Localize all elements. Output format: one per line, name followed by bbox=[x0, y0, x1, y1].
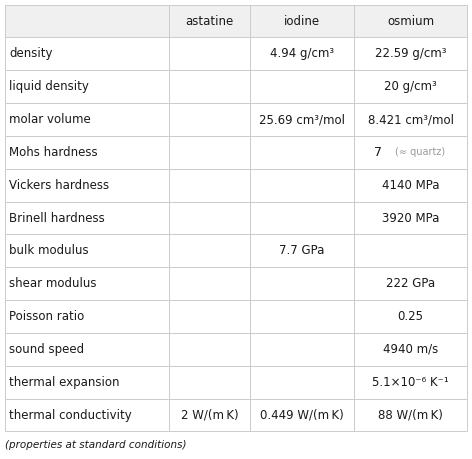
Bar bbox=[354, 38, 467, 70]
Bar bbox=[250, 366, 354, 398]
Text: 20 g/cm³: 20 g/cm³ bbox=[384, 80, 437, 93]
Text: 2 W/(m K): 2 W/(m K) bbox=[181, 409, 238, 421]
Bar bbox=[250, 103, 354, 136]
Text: thermal conductivity: thermal conductivity bbox=[9, 409, 132, 421]
Bar bbox=[169, 5, 250, 38]
Bar bbox=[354, 136, 467, 169]
Bar bbox=[5, 70, 169, 103]
Text: 0.25: 0.25 bbox=[397, 310, 423, 323]
Text: density: density bbox=[9, 47, 53, 60]
Bar bbox=[250, 300, 354, 333]
Bar bbox=[354, 235, 467, 267]
Bar bbox=[169, 333, 250, 366]
Text: 88 W/(m K): 88 W/(m K) bbox=[378, 409, 443, 421]
Bar bbox=[169, 300, 250, 333]
Bar bbox=[250, 202, 354, 235]
Text: 5.1×10⁻⁶ K⁻¹: 5.1×10⁻⁶ K⁻¹ bbox=[372, 376, 449, 389]
Bar bbox=[169, 235, 250, 267]
Text: osmium: osmium bbox=[387, 15, 434, 28]
Bar bbox=[169, 202, 250, 235]
Text: shear modulus: shear modulus bbox=[9, 277, 97, 290]
Bar bbox=[5, 103, 169, 136]
Bar bbox=[354, 267, 467, 300]
Text: 25.69 cm³/mol: 25.69 cm³/mol bbox=[259, 113, 345, 126]
Text: 3920 MPa: 3920 MPa bbox=[382, 212, 439, 224]
Bar bbox=[250, 333, 354, 366]
Bar bbox=[5, 202, 169, 235]
Bar bbox=[354, 300, 467, 333]
Text: iodine: iodine bbox=[284, 15, 320, 28]
Bar bbox=[169, 136, 250, 169]
Bar bbox=[5, 333, 169, 366]
Bar bbox=[354, 333, 467, 366]
Text: Brinell hardness: Brinell hardness bbox=[9, 212, 105, 224]
Bar bbox=[169, 103, 250, 136]
Text: 222 GPa: 222 GPa bbox=[386, 277, 435, 290]
Text: astatine: astatine bbox=[185, 15, 234, 28]
Text: 0.449 W/(m K): 0.449 W/(m K) bbox=[260, 409, 344, 421]
Bar bbox=[5, 398, 169, 431]
Bar bbox=[5, 169, 169, 202]
Text: 22.59 g/cm³: 22.59 g/cm³ bbox=[375, 47, 447, 60]
Bar bbox=[354, 169, 467, 202]
Text: Vickers hardness: Vickers hardness bbox=[9, 179, 110, 192]
Bar bbox=[169, 70, 250, 103]
Bar bbox=[354, 398, 467, 431]
Text: 4.94 g/cm³: 4.94 g/cm³ bbox=[270, 47, 334, 60]
Text: liquid density: liquid density bbox=[9, 80, 89, 93]
Bar bbox=[169, 38, 250, 70]
Text: 8.421 cm³/mol: 8.421 cm³/mol bbox=[368, 113, 454, 126]
Bar bbox=[5, 235, 169, 267]
Bar bbox=[5, 366, 169, 398]
Text: sound speed: sound speed bbox=[9, 343, 84, 356]
Text: Poisson ratio: Poisson ratio bbox=[9, 310, 84, 323]
Bar bbox=[5, 136, 169, 169]
Bar bbox=[169, 267, 250, 300]
Bar bbox=[250, 70, 354, 103]
Bar bbox=[250, 267, 354, 300]
Text: (properties at standard conditions): (properties at standard conditions) bbox=[5, 440, 186, 450]
Text: thermal expansion: thermal expansion bbox=[9, 376, 120, 389]
Text: 7: 7 bbox=[374, 146, 382, 159]
Bar bbox=[354, 5, 467, 38]
Text: 4940 m/s: 4940 m/s bbox=[383, 343, 438, 356]
Bar bbox=[354, 70, 467, 103]
Text: Mohs hardness: Mohs hardness bbox=[9, 146, 98, 159]
Bar bbox=[169, 366, 250, 398]
Bar bbox=[250, 5, 354, 38]
Bar bbox=[5, 38, 169, 70]
Bar bbox=[354, 202, 467, 235]
Bar bbox=[354, 366, 467, 398]
Text: 4140 MPa: 4140 MPa bbox=[382, 179, 439, 192]
Bar bbox=[250, 169, 354, 202]
Bar bbox=[250, 235, 354, 267]
Bar bbox=[250, 136, 354, 169]
Bar bbox=[5, 5, 169, 38]
Bar bbox=[5, 267, 169, 300]
Bar bbox=[250, 38, 354, 70]
Bar bbox=[250, 398, 354, 431]
Bar bbox=[354, 103, 467, 136]
Text: molar volume: molar volume bbox=[9, 113, 91, 126]
Bar bbox=[169, 398, 250, 431]
Text: bulk modulus: bulk modulus bbox=[9, 244, 89, 257]
Text: 7.7 GPa: 7.7 GPa bbox=[279, 244, 325, 257]
Bar bbox=[169, 169, 250, 202]
Bar bbox=[5, 300, 169, 333]
Text: (≈ quartz): (≈ quartz) bbox=[395, 147, 445, 157]
